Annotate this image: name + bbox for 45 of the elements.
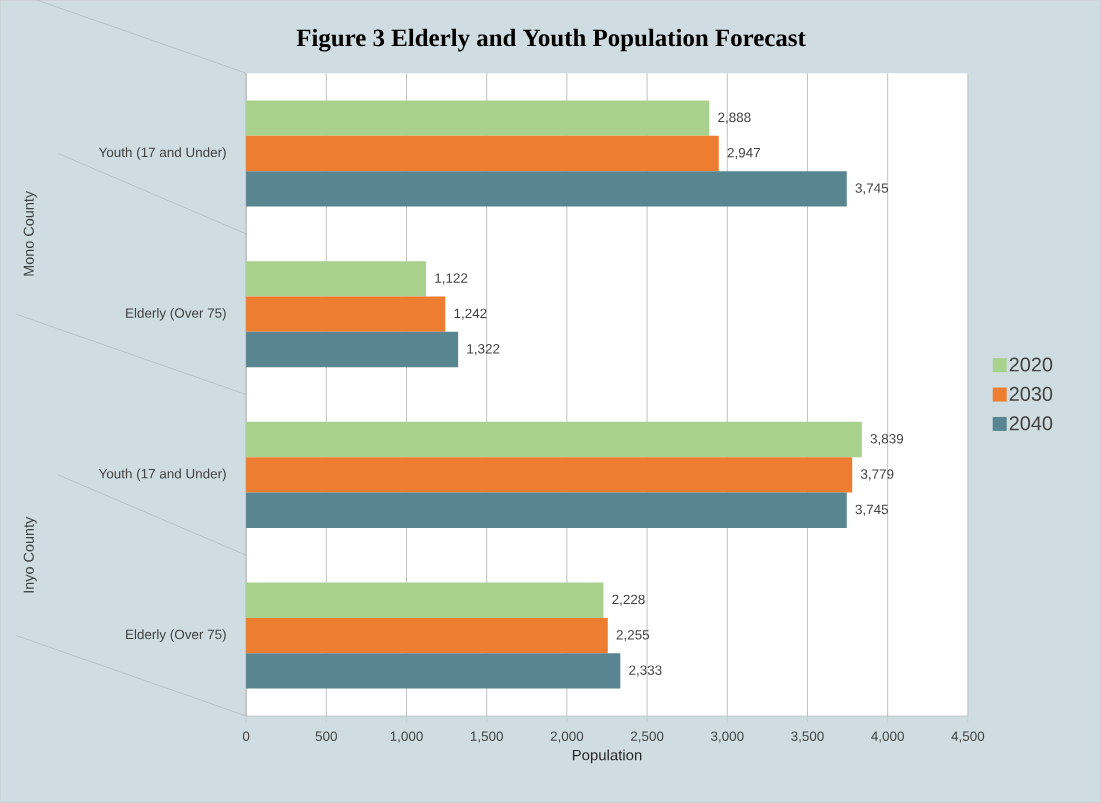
data-label: 3,779: [860, 469, 894, 481]
x-tick-label: 1,000: [390, 731, 423, 743]
data-label: 1,122: [435, 273, 468, 285]
y-tick-label: Youth (17 and Under): [98, 468, 226, 482]
x-tick-label: 4,500: [951, 731, 985, 743]
bar: [246, 492, 847, 528]
y-tick-label: Elderly (Over 75): [126, 629, 226, 642]
data-label: 3,839: [870, 433, 904, 446]
x-tick-label: 4,000: [871, 731, 904, 743]
y-tick-label: Youth (17 and Under): [98, 147, 226, 160]
text: Mono County: [23, 190, 37, 276]
data-label: 1,322: [467, 343, 500, 356]
x-tick-label: 1,500: [470, 731, 503, 743]
legend-label: 2030: [1009, 386, 1053, 401]
bar: [246, 617, 608, 654]
bar: [246, 135, 719, 172]
bar: [246, 421, 862, 458]
data-label: 1,242: [454, 308, 487, 320]
bar: [246, 331, 459, 368]
bar: [246, 457, 853, 493]
x-tick-label: 2,500: [630, 731, 664, 743]
bar: [246, 296, 446, 332]
text: Inyo County: [23, 516, 37, 593]
data-label: 2,947: [727, 147, 760, 160]
data-label: 2,888: [718, 112, 751, 124]
bar: [246, 653, 621, 689]
chart-title: Figure 3 Elderly and Youth Population Forecast: [296, 28, 806, 52]
x-tick-label: 0: [242, 731, 250, 741]
data-label: 3,745: [855, 504, 889, 516]
y-tick-label: Elderly (Over 75): [126, 307, 226, 321]
bar: [246, 171, 847, 207]
data-label: 2,228: [612, 594, 645, 606]
bar: [246, 582, 604, 618]
x-tick-label: 3,500: [791, 731, 824, 743]
legend-label: 2040: [1009, 416, 1053, 431]
data-label: 2,333: [629, 665, 662, 677]
data-label: 3,745: [855, 183, 889, 195]
x-tick-label: 2,000: [550, 731, 584, 743]
x-tick-label: 500: [315, 731, 337, 741]
legend-label: 2020: [1009, 357, 1053, 372]
x-axis-title: Population: [572, 749, 642, 764]
bar: [246, 261, 427, 297]
data-label: 2,255: [616, 629, 650, 642]
bar: [246, 100, 710, 136]
x-tick-label: 3,000: [710, 731, 744, 743]
